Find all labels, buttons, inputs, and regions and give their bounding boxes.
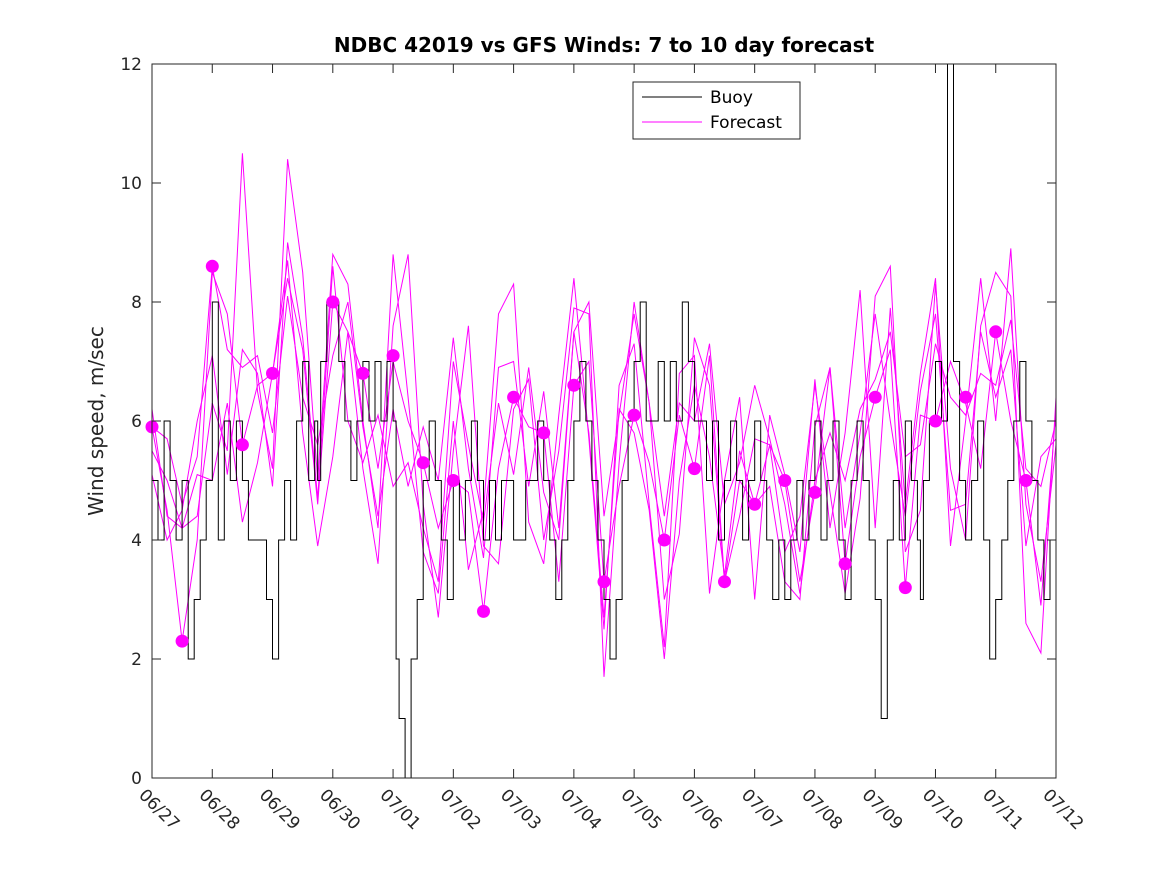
forecast-marker [567,378,581,392]
buoy-line [152,63,1057,779]
forecast-marker [175,634,189,648]
chart-title: NDBC 42019 vs GFS Winds: 7 to 10 day for… [334,33,875,57]
forecast-marker [657,533,671,547]
legend-box [632,81,801,140]
forecast-marker [687,462,701,476]
forecast-marker [838,557,852,571]
y-tick-label: 0 [131,769,142,789]
y-axis-ticks: 0 2 4 6 8 10 12 [120,55,1056,789]
forecast-marker [235,438,249,452]
forecast-marker [266,366,279,380]
forecast-markers [145,259,1033,648]
forecast-marker [868,390,882,404]
forecast-marker [748,497,762,511]
buoy-series [152,63,1057,779]
forecast-marker [778,474,792,487]
forecast-marker [416,456,430,470]
y-tick-label: 6 [131,412,142,432]
forecast-marker [929,414,942,428]
forecast-marker [477,604,490,618]
legend-label-buoy: Buoy [710,88,753,108]
y-tick-label: 8 [131,293,142,313]
forecast-marker [1019,474,1033,487]
forecast-marker [446,474,460,487]
forecast-run-line [151,254,1057,677]
forecast-marker [597,575,611,589]
y-tick-label: 4 [131,531,142,551]
y-tick-label: 10 [120,174,142,194]
y-tick-label: 2 [131,650,142,670]
legend-label-forecast: Forecast [710,113,782,133]
forecast-marker [507,390,521,404]
y-axis-label: Wind speed, m/sec [84,326,108,516]
forecast-marker [537,426,551,440]
forecast-marker [205,259,219,273]
forecast-marker [989,325,1003,339]
forecast-marker [959,390,973,404]
forecast-marker [326,295,340,309]
forecast-marker [808,485,822,499]
forecast-marker [386,349,400,363]
legend: Buoy Forecast [632,81,801,140]
forecast-marker [898,581,912,595]
forecast-marker [627,408,641,422]
forecast-marker [356,366,370,380]
forecast-marker [718,575,731,589]
y-tick-label: 12 [120,55,142,75]
